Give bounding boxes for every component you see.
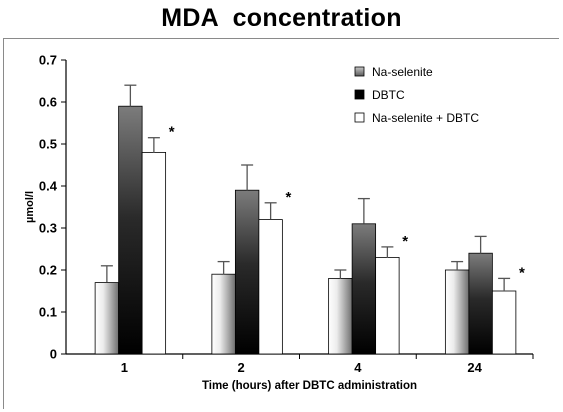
bar-na-selenite-dbtc-1 [141, 151, 167, 355]
significance-marker: * [285, 189, 291, 206]
bar-na-selenite-2 [211, 273, 236, 355]
significance-marker: * [169, 124, 175, 141]
legend-label: Na-selenite + DBTC [372, 111, 479, 125]
bar-na-selenite-24 [444, 269, 470, 355]
legend-label: DBTC [372, 88, 405, 102]
y-tick-label: 0.6 [39, 95, 57, 110]
bar-dbtc-2 [234, 189, 260, 355]
chart-title: MDA concentration [161, 4, 402, 32]
chart-frame [3, 38, 559, 409]
legend: Na-selenite DBTC Na-selenite + DBTC [354, 65, 479, 125]
y-tick-label: 0 [50, 347, 57, 362]
bar-na-selenite-dbtc-24 [491, 290, 517, 355]
x-tick-label: 4 [354, 360, 362, 375]
bar-dbtc-1 [118, 105, 143, 355]
bars [94, 105, 517, 355]
axis-labels: 0 0.1 0.2 0.3 0.4 0.5 0.6 0.7 * 1 * 2 * 4 * 24 Time (hou… [24, 53, 525, 393]
x-tick-label: 24 [467, 360, 482, 375]
y-tick-label: 0.4 [39, 179, 58, 194]
y-axis-title: µmol/l [24, 191, 36, 223]
bar-na-selenite-dbtc-2 [258, 219, 283, 355]
y-tick-label: 0.1 [39, 305, 57, 320]
x-tick-label: 1 [121, 360, 128, 375]
error-bars [100, 84, 511, 291]
bar-na-selenite-dbtc-4 [375, 256, 400, 355]
legend-swatch [354, 66, 365, 77]
legend-swatch [354, 112, 365, 123]
bar-na-selenite-4 [328, 277, 353, 355]
bar-dbtc-24 [468, 252, 493, 355]
legend-swatch [354, 89, 365, 100]
bar-dbtc-4 [351, 223, 377, 355]
y-tick-label: 0.5 [39, 137, 57, 152]
significance-marker: * [519, 264, 525, 281]
x-tick-label: 2 [238, 360, 245, 375]
y-tick-label: 0.3 [39, 221, 57, 236]
y-tick-label: 0.2 [39, 263, 57, 278]
legend-label: Na-selenite [372, 65, 433, 79]
y-tick-label: 0.7 [39, 53, 57, 68]
x-axis-title: Time (hours) after DBTC administration [202, 380, 417, 392]
bar-na-selenite-1 [94, 282, 120, 355]
significance-marker: * [402, 233, 408, 250]
